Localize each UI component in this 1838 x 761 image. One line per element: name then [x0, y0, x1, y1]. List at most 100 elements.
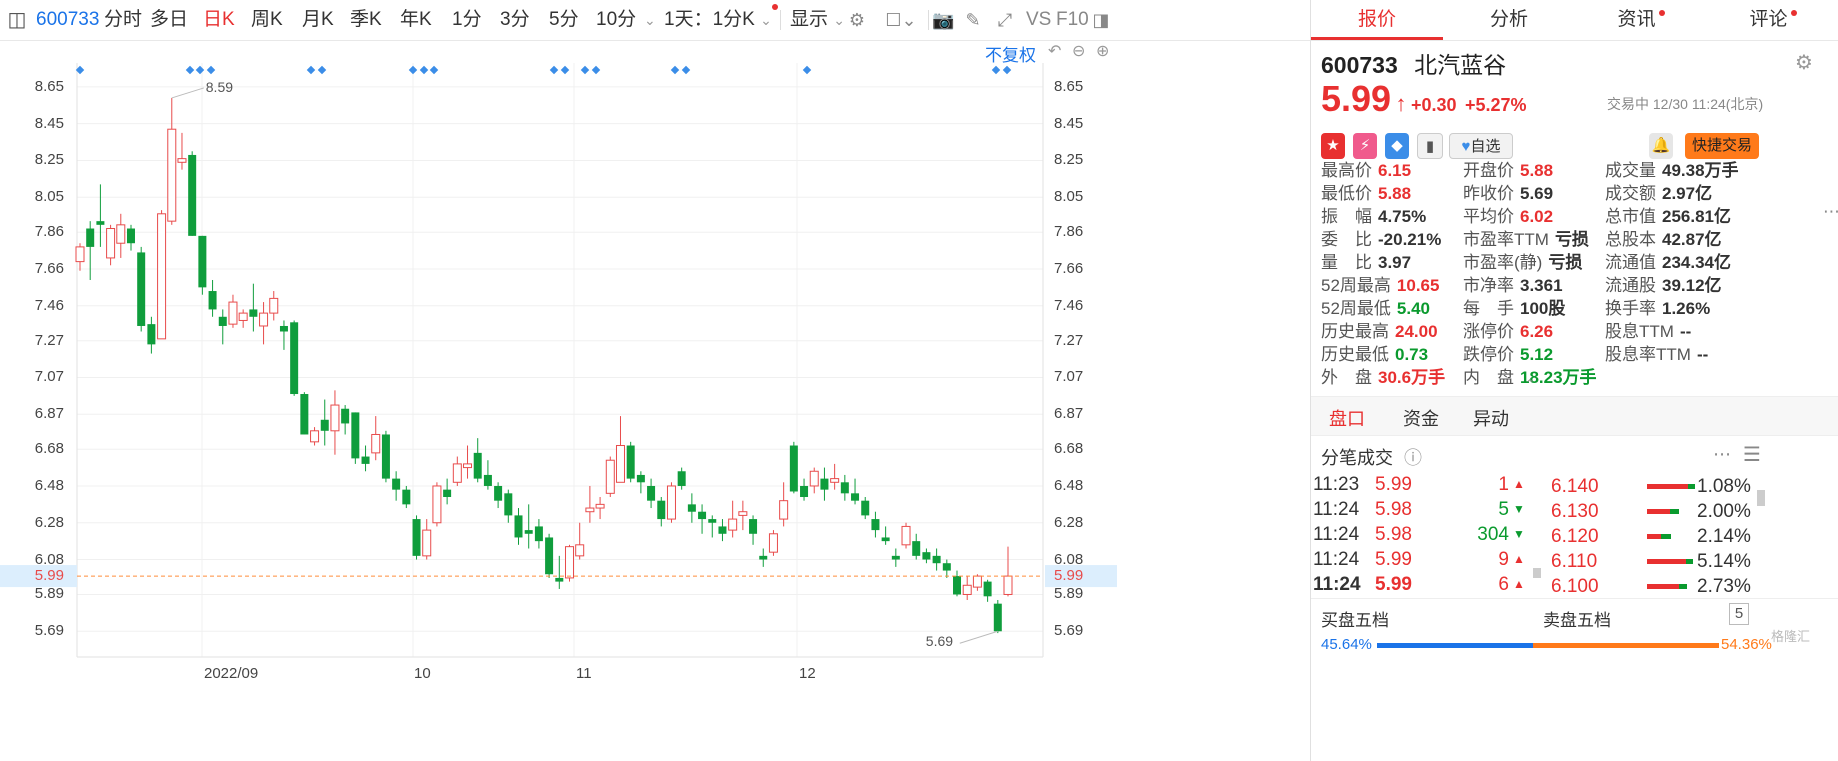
bookmark-icon[interactable]: ▮: [1417, 133, 1443, 159]
subtab-orderbook[interactable]: 盘口: [1329, 409, 1365, 429]
zoom-in-icon[interactable]: ⊕: [1096, 43, 1110, 60]
quote-item: 52周最高 10.65: [1321, 271, 1439, 296]
candle-body-down: [198, 235, 207, 288]
levels-count-button[interactable]: 5: [1729, 603, 1749, 625]
candle-body-down: [698, 511, 707, 520]
info-icon[interactable]: ⓘ: [1404, 448, 1423, 468]
trading-status: 交易中 12/30 11:24(北京): [1607, 96, 1764, 112]
quote-item: 成交额 2.97亿: [1605, 179, 1712, 204]
quote-label: 历史最高: [1321, 322, 1389, 341]
f10-button[interactable]: F10: [1056, 9, 1089, 30]
chevron-down-icon[interactable]: ⌄: [644, 12, 656, 28]
candle-body-down: [983, 581, 992, 597]
collapse-chevron-icon[interactable]: ⌃: [1525, 377, 1536, 391]
more-icon[interactable]: ⋯: [1823, 202, 1838, 221]
panel-toggle-icon[interactable]: ◨: [1092, 10, 1110, 30]
y-tick-right: 8.45: [1054, 114, 1084, 132]
tab-label: 报价: [1357, 9, 1396, 30]
tab-label: 评论: [1749, 9, 1788, 30]
event-marker-icon: [681, 65, 691, 75]
display-menu[interactable]: 显示 ⌄: [790, 0, 845, 40]
scrollbar-thumb[interactable]: [1533, 568, 1541, 578]
tag-icon[interactable]: ◆: [1385, 133, 1409, 159]
compare-button[interactable]: VS: [1026, 9, 1052, 30]
quote-value: 30.6万手: [1378, 368, 1446, 387]
triangle-down-icon: ▼: [1513, 502, 1525, 516]
list-view-icon[interactable]: ☰: [1743, 444, 1761, 466]
tick-price: 5.99: [1375, 549, 1412, 570]
quote-value: 5.12: [1520, 345, 1554, 364]
subtab-funds[interactable]: 资金: [1403, 409, 1439, 429]
bell-icon[interactable]: 🔔: [1649, 133, 1673, 159]
tick-volume: 6: [1498, 574, 1509, 595]
more-icon[interactable]: ⋯: [1713, 444, 1731, 464]
quote-label: 市盈率TTM: [1463, 230, 1549, 249]
subtab-alerts[interactable]: 异动: [1473, 409, 1509, 429]
quote-label: 历史最低: [1321, 345, 1389, 364]
tick-price: 5.99: [1375, 474, 1412, 495]
period-tab-9[interactable]: 5分: [549, 9, 579, 30]
camera-icon[interactable]: 📷: [932, 10, 955, 30]
draw-pen-icon[interactable]: ✎: [965, 10, 981, 30]
candle-body-up: [605, 459, 615, 494]
candlestick-chart[interactable]: 不复权 ↶ ⊖ ⊕ 8.59 5.69 8.65 8.65 8.45 8.45 8.25 8.…: [0, 41, 1310, 761]
candle-body-up: [422, 529, 432, 557]
tick-time: 11:24: [1313, 524, 1360, 545]
period-tab-1[interactable]: 多日: [150, 9, 189, 30]
scrollbar-thumb[interactable]: [1757, 490, 1765, 506]
current-price-tag-left: 5.99: [34, 567, 64, 585]
quote-item: 跌停价 5.12: [1463, 340, 1553, 365]
indicator-toggle-icon[interactable]: ☐⌄: [885, 10, 917, 30]
fullscreen-icon[interactable]: ⤢: [997, 10, 1013, 30]
tab-quote[interactable]: 报价: [1311, 0, 1443, 40]
period-tab-0[interactable]: 分时: [104, 9, 143, 30]
settings-icon[interactable]: ⚙: [848, 10, 866, 30]
watchlist-label: 自选: [1470, 138, 1501, 155]
y-tick-left: 6.28: [34, 513, 64, 531]
y-tick-left: 8.25: [34, 151, 64, 169]
quote-item: 开盘价 5.88: [1463, 156, 1553, 181]
candle-body-up: [595, 503, 605, 509]
candle-body-down: [524, 530, 533, 534]
quote-label: 外 盘: [1321, 368, 1372, 387]
restore-price-button[interactable]: 不复权: [985, 46, 1036, 65]
quick-trade-button[interactable]: 快捷交易: [1685, 133, 1759, 159]
triangle-up-icon: ▲: [1513, 477, 1525, 491]
panel-settings-icon[interactable]: ⚙: [1795, 52, 1813, 74]
period-tab-5[interactable]: 季K: [350, 9, 382, 30]
period-tab-3[interactable]: 周K: [251, 9, 283, 30]
candle-body-up: [259, 312, 269, 327]
quote-item: 总股本 42.87亿: [1605, 225, 1722, 250]
level-price: 6.120: [1551, 526, 1599, 547]
current-price: 5.99: [1321, 78, 1392, 119]
undo-icon[interactable]: ↶: [1048, 43, 1062, 60]
sidebar-toggle-icon[interactable]: ◫: [7, 9, 27, 31]
flash-icon[interactable]: ⚡: [1353, 133, 1377, 159]
candle-body-up: [371, 433, 381, 454]
chart-canvas: [0, 63, 1117, 658]
candle-body-down: [759, 555, 768, 560]
zoom-out-icon[interactable]: ⊖: [1072, 43, 1086, 60]
tick-row: 11:24 5.99 9 ▲: [1311, 545, 1838, 574]
period-tab-4[interactable]: 月K: [302, 9, 334, 30]
level-pct: 2.14%: [1697, 526, 1751, 547]
quote-label: 换手率: [1605, 299, 1656, 318]
period-tab-2[interactable]: 日K: [203, 9, 235, 30]
tab-news[interactable]: 资讯: [1575, 0, 1707, 40]
period-tab-10[interactable]: 10分: [596, 9, 637, 30]
period-tab-8[interactable]: 3分: [500, 9, 530, 30]
quote-item: 历史最低 0.73: [1321, 340, 1428, 365]
tab-analysis[interactable]: 分析: [1443, 0, 1575, 40]
period-tab-7[interactable]: 1分: [452, 9, 482, 30]
quote-label: 总股本: [1605, 230, 1656, 249]
candle-body-down: [483, 474, 492, 486]
quote-value: 5.88: [1520, 161, 1554, 180]
quote-value: 5.88: [1378, 184, 1412, 203]
candle-body-down: [912, 541, 921, 556]
add-watchlist-button[interactable]: ♥自选: [1449, 133, 1513, 159]
event-marker-icon: [670, 65, 680, 75]
period-tab-6[interactable]: 年K: [400, 9, 432, 30]
interval-select[interactable]: 1天：1分K ⌄: [664, 0, 778, 40]
candle-body-down: [473, 452, 482, 479]
tab-comments[interactable]: 评论: [1707, 0, 1838, 40]
